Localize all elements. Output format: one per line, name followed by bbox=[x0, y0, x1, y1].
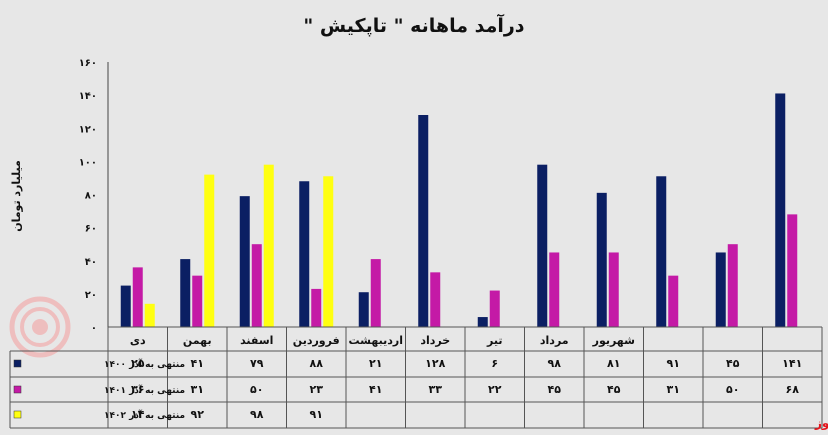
legend-swatch-2 bbox=[13, 385, 22, 394]
data-label: ۲۲ bbox=[488, 383, 502, 396]
bar-3-4 bbox=[323, 176, 334, 327]
bar-3-3 bbox=[263, 164, 274, 327]
legend-swatch-1 bbox=[13, 359, 22, 368]
bar-2-8 bbox=[549, 252, 560, 327]
bar-1-5 bbox=[358, 292, 369, 327]
bars bbox=[120, 93, 798, 327]
bar-2-3 bbox=[251, 244, 262, 327]
bar-2-2 bbox=[192, 275, 203, 327]
data-label: ۹۱ bbox=[667, 357, 680, 370]
y-tick-label: ۱۴۰ bbox=[79, 91, 97, 102]
data-label: ۴۱ bbox=[369, 383, 382, 396]
category-label: مرداد bbox=[540, 334, 569, 347]
legend-label-3: منتهی به آذر ۱۴۰۲ bbox=[104, 409, 185, 421]
bar-3-1 bbox=[144, 303, 155, 327]
legend-label-1: منتهی به آذر ۱۴۰۰ bbox=[104, 358, 185, 370]
bar-1-9 bbox=[596, 192, 607, 327]
bar-1-6 bbox=[418, 115, 429, 327]
y-tick-label: ۱۶۰ bbox=[79, 58, 97, 69]
bar-2-9 bbox=[608, 252, 619, 327]
data-label: ۸۸ bbox=[310, 357, 324, 370]
bar-1-12 bbox=[775, 93, 786, 327]
y-tick-label: ۶۰ bbox=[85, 224, 97, 235]
data-label: ۴۵ bbox=[548, 383, 562, 396]
category-label: اردیبهشت bbox=[349, 334, 403, 347]
data-table: دی بهمن اسفند فروردین اردیبهشت خرداد تیر مرداد ش… bbox=[9, 326, 823, 429]
bar-2-11 bbox=[727, 244, 738, 327]
data-label: ۴۱ bbox=[191, 357, 204, 370]
bar-1-4 bbox=[299, 181, 310, 327]
bar-2-10 bbox=[668, 275, 679, 327]
bar-1-3 bbox=[239, 196, 250, 327]
y-axis-label: میلیارد تومان bbox=[10, 160, 23, 232]
data-label: ۱۲۸ bbox=[425, 357, 445, 370]
y-tick-label: ۱۰۰ bbox=[79, 157, 97, 168]
data-label: ۲۵ bbox=[131, 357, 145, 370]
bar-1-11 bbox=[715, 252, 726, 327]
y-tick-label: ۲۰ bbox=[85, 290, 97, 301]
data-label: ۴۵ bbox=[726, 357, 740, 370]
legend-swatch-3 bbox=[13, 410, 22, 419]
data-label: ۹۸ bbox=[250, 408, 264, 421]
category-label: تیر bbox=[486, 334, 502, 347]
bar-2-7 bbox=[489, 290, 500, 327]
data-label: ۵۰ bbox=[250, 383, 263, 396]
bar-2-5 bbox=[370, 259, 381, 327]
bar-2-12 bbox=[787, 214, 798, 327]
bar-1-10 bbox=[656, 176, 667, 327]
bar-1-8 bbox=[537, 164, 548, 327]
bar-3-2 bbox=[204, 174, 215, 327]
data-label: ۶ bbox=[491, 357, 498, 370]
bar-2-6 bbox=[430, 272, 441, 327]
y-axis-ticks: ۰ ۲۰ ۴۰ ۶۰ ۸۰ ۱۰۰ ۱۲۰ ۱۴۰ ۱۶۰ bbox=[79, 58, 109, 334]
y-tick-label: ۱۲۰ bbox=[79, 124, 97, 135]
data-label: ۳۱ bbox=[191, 383, 204, 396]
data-label: ۶۸ bbox=[786, 383, 800, 396]
bar-2-1 bbox=[132, 267, 143, 327]
data-label: ۹۸ bbox=[548, 357, 562, 370]
data-label: ۱۴۱ bbox=[782, 357, 802, 370]
y-tick-label: ۸۰ bbox=[85, 191, 97, 202]
y-tick-label: ۴۰ bbox=[85, 257, 97, 268]
data-label: ۵۰ bbox=[726, 383, 739, 396]
chart-title: درآمد ماهانه " تاپکیش " bbox=[303, 13, 524, 37]
data-label: ۹۲ bbox=[191, 408, 205, 421]
category-label: فروردین bbox=[293, 334, 340, 347]
bar-1-2 bbox=[180, 259, 191, 327]
brand-logo-icon bbox=[9, 296, 71, 358]
category-label: اسفند bbox=[240, 334, 273, 347]
data-label: ۳۳ bbox=[429, 383, 443, 396]
data-label: ۴۵ bbox=[607, 383, 621, 396]
data-label: ۳۶ bbox=[131, 383, 144, 396]
data-label: ۲۳ bbox=[310, 383, 324, 396]
category-label: شهریور bbox=[592, 334, 635, 347]
category-label: دی bbox=[130, 334, 146, 347]
data-label: ۲۱ bbox=[369, 357, 382, 370]
data-label: ۳۱ bbox=[667, 383, 680, 396]
brand-watermark: بورس نیوز bbox=[814, 416, 828, 431]
category-label: بهمن bbox=[183, 334, 212, 347]
y-tick-label: ۰ bbox=[91, 323, 97, 334]
data-label: ۸۱ bbox=[607, 357, 620, 370]
bar-1-7 bbox=[477, 317, 488, 327]
legend-label-2: منتهی به آذر ۱۴۰۱ bbox=[104, 384, 185, 396]
data-label: ۱۴ bbox=[131, 408, 145, 421]
category-label: خرداد bbox=[420, 334, 450, 347]
data-label: ۹۱ bbox=[310, 408, 323, 421]
bar-1-1 bbox=[120, 285, 131, 327]
data-label: ۷۹ bbox=[250, 357, 264, 370]
bar-2-4 bbox=[311, 288, 322, 327]
